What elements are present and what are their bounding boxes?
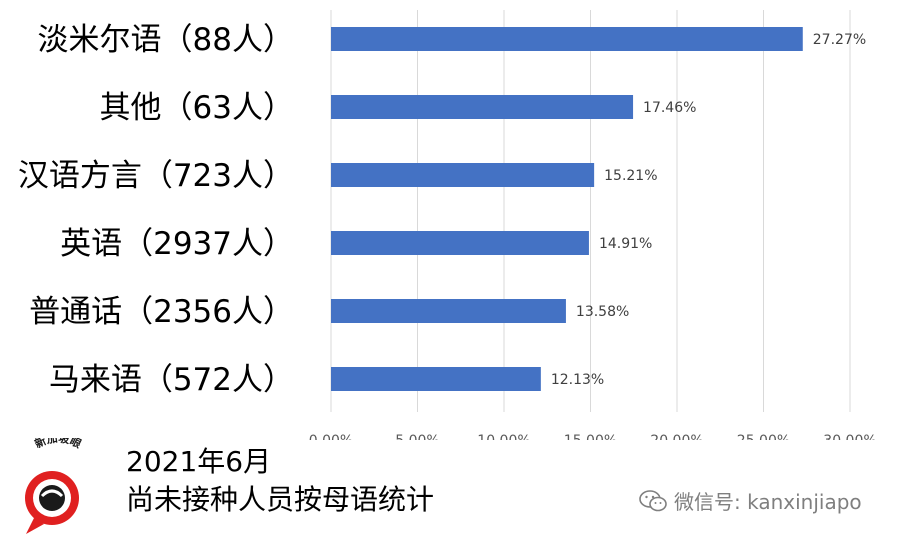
logo-icon: 新加坡眼 (25, 431, 83, 534)
svg-text:新加坡眼: 新加坡眼 (32, 438, 83, 451)
category-label: 汉语方言（723人） (18, 158, 294, 194)
bar (331, 163, 595, 187)
logo-text: 新加坡眼 (32, 431, 83, 451)
category-label: 普通话（2356人） (29, 294, 294, 330)
wechat-watermark: 微信号: kanxinjiapo (638, 486, 862, 515)
bar (331, 299, 566, 323)
data-label: 12.13% (551, 372, 604, 388)
bar (331, 367, 541, 391)
watermark-text: 微信号: kanxinjiapo (674, 490, 862, 514)
x-tick-label: 5.00% (395, 433, 439, 440)
data-label: 15.21% (604, 168, 657, 184)
category-label: 淡米尔语（88人） (38, 22, 294, 58)
bar (331, 95, 634, 119)
x-tick-label: 0.00% (309, 433, 353, 440)
x-tick-label: 10.00% (477, 433, 530, 440)
x-tick-label: 25.00% (737, 433, 790, 440)
x-tick-label: 20.00% (650, 433, 703, 440)
x-tick-label: 15.00% (564, 433, 617, 440)
bar (331, 27, 803, 51)
category-label: 马来语（572人） (49, 362, 294, 398)
category-label: 其他（63人） (100, 90, 294, 126)
logo: 新加坡眼 (8, 431, 108, 538)
data-label: 27.27% (813, 32, 866, 48)
data-label: 17.46% (643, 100, 696, 116)
chart-date: 2021年6月 (126, 445, 272, 478)
category-label: 英语（2937人） (60, 226, 294, 262)
data-label: 14.91% (599, 236, 652, 252)
wechat-icon (639, 489, 667, 511)
bar (331, 231, 589, 255)
data-label: 13.58% (576, 304, 629, 320)
x-tick-label: 30.00% (823, 433, 876, 440)
chart-description: 尚未接种人员按母语统计 (126, 483, 435, 516)
bar-chart: 0.00% 5.00% 10.00% 15.00% 20.00% 25.00% 30.00%… (18, 10, 877, 440)
